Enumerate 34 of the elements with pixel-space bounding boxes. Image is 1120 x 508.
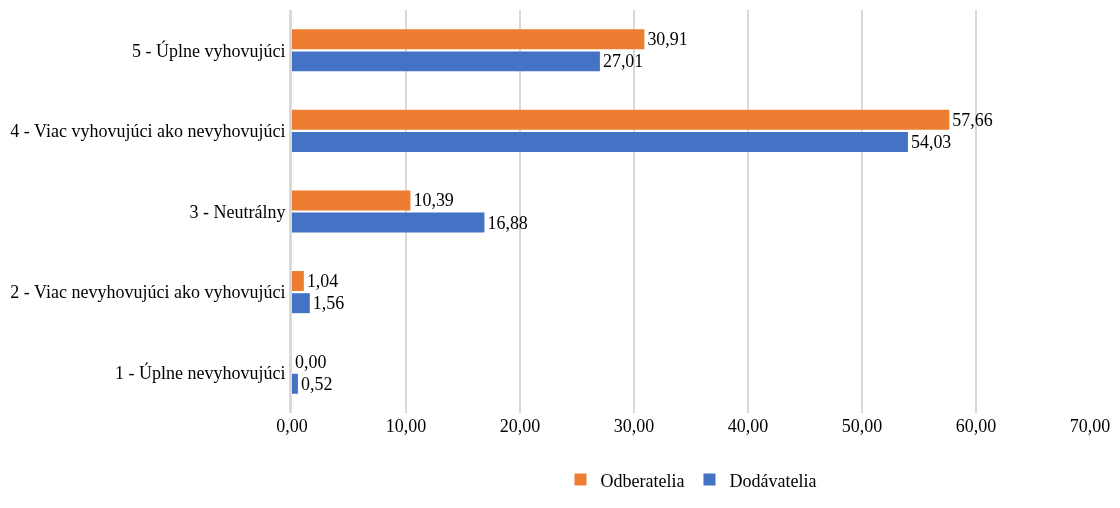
data-label: 54,03 (910, 131, 952, 152)
bar (292, 109, 950, 130)
x-tick-label: 70,00 (1069, 416, 1111, 436)
y-tick-label: 2 - Viac nevyhovujúci ako vyhovujúci (10, 282, 286, 303)
data-label: 0,00 (295, 351, 327, 372)
data-label: 57,66 (952, 109, 993, 130)
data-label: 27,01 (602, 51, 644, 72)
data-label: 16,88 (487, 212, 528, 233)
x-tick-label: 40,00 (727, 416, 769, 436)
data-label: 0,52 (300, 373, 333, 394)
bar (292, 271, 304, 291)
data-label: 1,56 (312, 293, 345, 314)
bar (292, 373, 298, 394)
x-tick-label: 60,00 (955, 416, 997, 436)
x-tick-label: 30,00 (613, 416, 655, 436)
bar (292, 29, 645, 50)
y-tick-label: 5 - Úplne vyhovujúci (131, 39, 286, 61)
x-tick-label: 0,00 (276, 416, 308, 436)
y-tick-label: 4 - Viac vyhovujúci ako nevyhovujúci (10, 121, 286, 142)
legend-label: Odberatelia (600, 470, 685, 491)
data-label: 30,91 (647, 29, 688, 50)
bar (292, 212, 485, 233)
x-tick-label: 20,00 (499, 416, 541, 436)
data-label: 1,04 (306, 271, 339, 291)
bar (292, 51, 600, 72)
data-label: 10,39 (413, 190, 454, 211)
y-tick-label: 3 - Neutrálny (189, 201, 286, 222)
legend-label: Dodávatelia (729, 470, 817, 491)
x-tick-label: 10,00 (385, 416, 427, 436)
x-tick-label: 50,00 (841, 416, 883, 436)
bar (292, 190, 411, 211)
y-tick-label: 1 - Úplne nevyhovujúci (114, 362, 286, 383)
bar (292, 132, 908, 152)
bar (292, 293, 310, 314)
